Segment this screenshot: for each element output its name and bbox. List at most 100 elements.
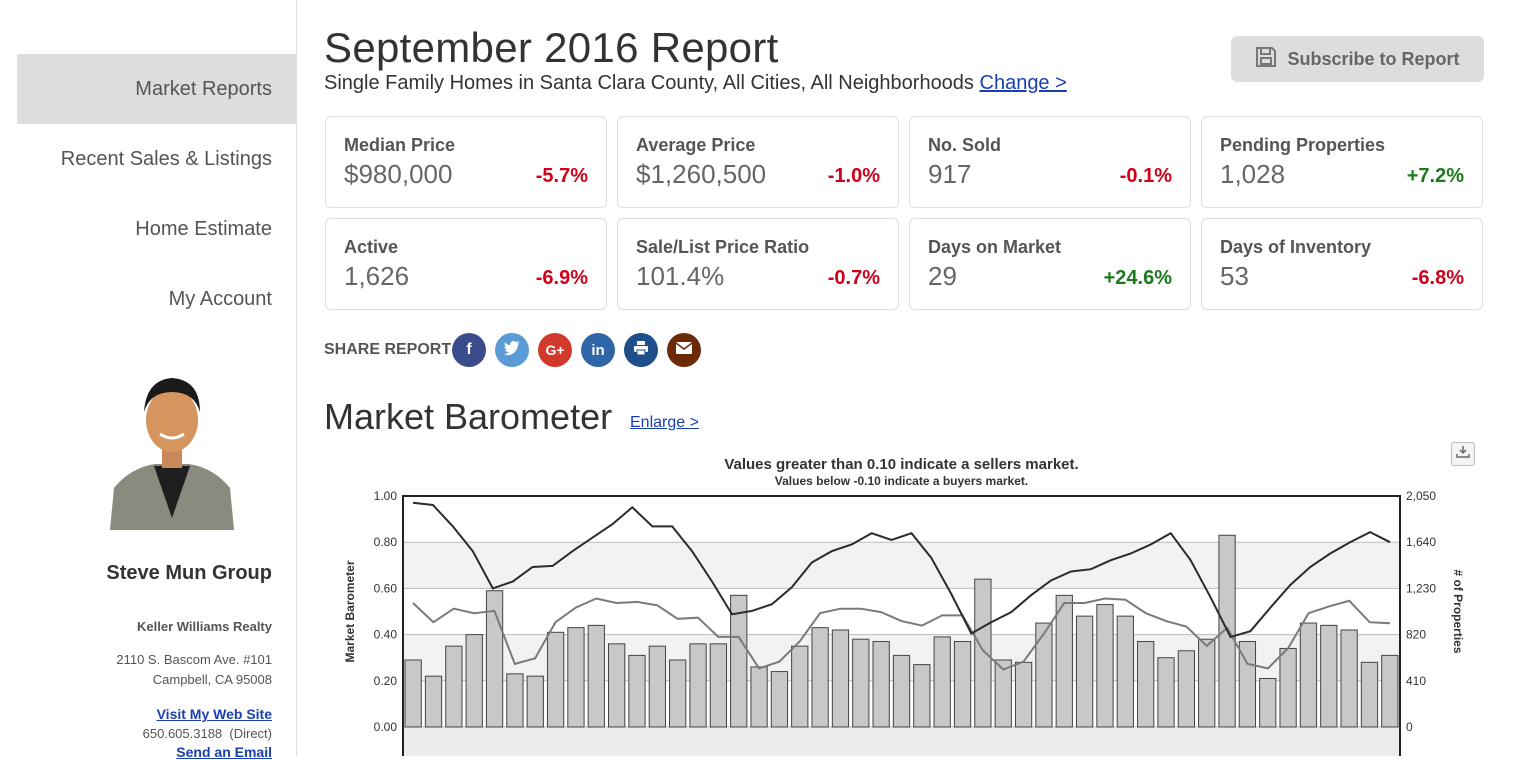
series-line-gray bbox=[412, 597, 1391, 671]
bar bbox=[567, 627, 585, 728]
series-line-dark bbox=[412, 501, 1391, 639]
bar bbox=[628, 654, 646, 728]
bar bbox=[1035, 622, 1053, 728]
plot-border bbox=[402, 495, 1401, 756]
y-tick-label: 0.80 bbox=[374, 535, 398, 549]
stat-label: Pending Properties bbox=[1220, 135, 1386, 155]
page-title: September 2016 Report bbox=[324, 24, 779, 71]
bar bbox=[1055, 594, 1073, 728]
bar bbox=[404, 659, 422, 728]
stat-value: 1,028 bbox=[1220, 159, 1286, 189]
bar bbox=[730, 594, 748, 728]
bar bbox=[424, 675, 443, 728]
bar bbox=[1014, 661, 1033, 728]
chart-subtitle: Values below -0.10 indicate a buyers mar… bbox=[775, 474, 1028, 488]
bar bbox=[1320, 624, 1338, 728]
google-plus-share-button[interactable]: G+ bbox=[538, 333, 572, 367]
stat-change: -6.9% bbox=[535, 267, 588, 289]
market-barometer-chart: 0.00 0 0.20 410 0.40 820 0.60 1,230 0.80 1,640 1.0… bbox=[343, 456, 1465, 756]
enlarge-link[interactable]: Enlarge > bbox=[630, 414, 699, 431]
bar bbox=[1137, 641, 1155, 728]
linkedin-share-button[interactable]: in bbox=[581, 333, 615, 367]
chart-title: Values greater than 0.10 indicate a sell… bbox=[724, 456, 1078, 473]
google-plus-icon: G+ bbox=[545, 342, 565, 358]
stat-label: Days on Market bbox=[928, 237, 1062, 257]
bar bbox=[1259, 677, 1277, 728]
stat-value: 29 bbox=[928, 261, 957, 291]
nav-item-recent-sales-listings[interactable]: Recent Sales & Listings bbox=[60, 148, 272, 170]
bar bbox=[526, 675, 544, 728]
bar bbox=[1299, 622, 1318, 728]
send-email-link[interactable]: Send an Email bbox=[176, 744, 272, 760]
stat-card-median-price: Median Price $980,000 -5.7% bbox=[325, 116, 607, 208]
stat-card-sale-list-ratio: Sale/List Price Ratio 101.4% -0.7% bbox=[617, 218, 899, 310]
bar bbox=[1177, 650, 1195, 728]
bar bbox=[994, 659, 1012, 728]
bar bbox=[1198, 638, 1216, 728]
bar bbox=[750, 666, 768, 728]
stat-label: Days of Inventory bbox=[1220, 237, 1372, 257]
stat-card-days-on-market: Days on Market 29 +24.6% bbox=[909, 218, 1191, 310]
twitter-share-button[interactable] bbox=[495, 333, 529, 367]
bar bbox=[465, 634, 483, 728]
bar bbox=[1360, 661, 1379, 728]
stat-change: +7.2% bbox=[1406, 165, 1464, 187]
stat-value: 53 bbox=[1220, 261, 1249, 291]
email-share-button[interactable] bbox=[667, 333, 701, 367]
stat-change: -0.7% bbox=[827, 267, 880, 289]
report-subtitle: Single Family Homes in Santa Clara Count… bbox=[324, 72, 1067, 95]
visit-website-link[interactable]: Visit My Web Site bbox=[156, 706, 272, 722]
bar bbox=[974, 578, 992, 728]
bar bbox=[669, 659, 687, 728]
bar bbox=[445, 645, 463, 728]
stat-label: Active bbox=[344, 237, 399, 257]
bar bbox=[1381, 654, 1399, 728]
bar bbox=[1157, 657, 1175, 728]
subscribe-button[interactable]: Subscribe to Report bbox=[1231, 36, 1484, 82]
bar bbox=[831, 629, 850, 728]
nav-item-my-account[interactable]: My Account bbox=[168, 288, 272, 310]
download-icon bbox=[1456, 445, 1470, 464]
bar bbox=[892, 654, 911, 728]
bar bbox=[770, 671, 789, 728]
bar bbox=[1096, 604, 1114, 728]
agent-company: Keller Williams Realty bbox=[137, 619, 272, 634]
chart-export-button[interactable] bbox=[1451, 442, 1475, 466]
stat-change: -0.1% bbox=[1119, 165, 1172, 187]
barometer-title: Market Barometer bbox=[324, 396, 613, 437]
stat-card-active: Active 1,626 -6.9% bbox=[325, 218, 607, 310]
y2-tick-label: 410 bbox=[1406, 674, 1426, 688]
nav-item-market-reports[interactable]: Market Reports bbox=[17, 54, 296, 124]
facebook-icon: f bbox=[466, 341, 472, 358]
stat-change: -5.7% bbox=[535, 165, 588, 187]
y-tick-label: 1.00 bbox=[374, 489, 398, 503]
plot-lower-band bbox=[403, 727, 1400, 756]
y-tick-label: 0.40 bbox=[374, 628, 398, 642]
bar bbox=[872, 641, 890, 728]
y2-tick-label: 1,640 bbox=[1406, 535, 1436, 549]
bar bbox=[689, 643, 707, 728]
y2-tick-label: 0 bbox=[1406, 720, 1413, 734]
y-tick-label: 0.60 bbox=[374, 581, 398, 595]
stat-label: Median Price bbox=[344, 135, 456, 155]
stat-card-average-price: Average Price $1,260,500 -1.0% bbox=[617, 116, 899, 208]
envelope-icon bbox=[675, 341, 693, 359]
print-button[interactable] bbox=[624, 333, 658, 367]
share-report-label: SHARE REPORT bbox=[324, 341, 452, 358]
change-link[interactable]: Change > bbox=[979, 72, 1067, 94]
bar bbox=[913, 664, 931, 728]
bar bbox=[791, 645, 809, 728]
y-tick-label: 0.20 bbox=[374, 674, 398, 688]
bar bbox=[709, 643, 728, 728]
bar bbox=[546, 631, 565, 728]
bar bbox=[953, 641, 972, 728]
nav-item-home-estimate[interactable]: Home Estimate bbox=[135, 218, 272, 240]
subscribe-label: Subscribe to Report bbox=[1287, 48, 1460, 69]
bar bbox=[1075, 615, 1094, 728]
stat-card-pending-properties: Pending Properties 1,028 +7.2% bbox=[1201, 116, 1483, 208]
facebook-share-button[interactable]: f bbox=[452, 333, 486, 367]
bar bbox=[587, 624, 605, 728]
save-icon bbox=[1255, 46, 1277, 73]
agent-photo bbox=[110, 368, 234, 530]
stat-label: No. Sold bbox=[928, 135, 1001, 155]
